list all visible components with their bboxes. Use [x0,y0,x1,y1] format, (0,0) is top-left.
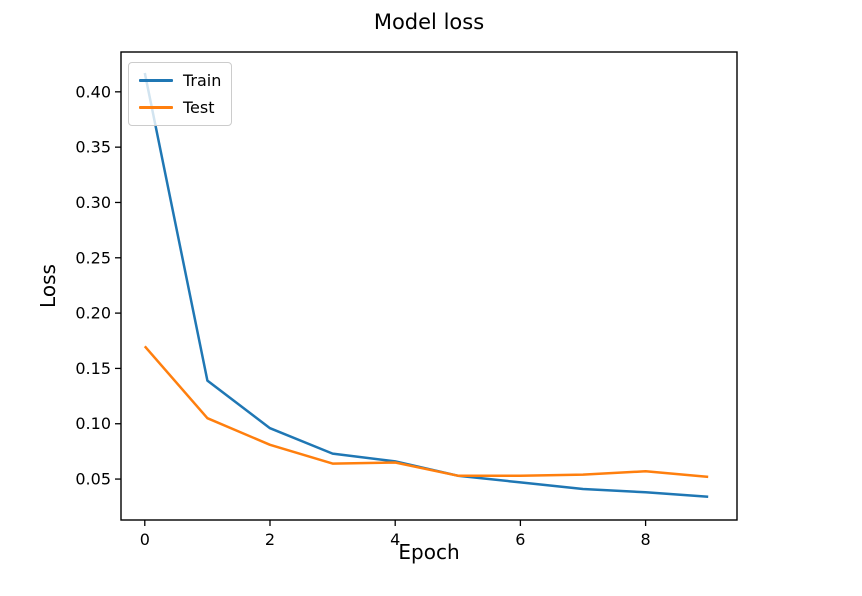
test-line [143,345,709,479]
x-axis-label: Epoch [398,540,460,564]
x-tick-label: 0 [140,530,150,549]
x-tick-label: 6 [515,530,525,549]
y-tick-label: 0.40 [75,82,111,101]
legend-label-train: Train [183,71,222,90]
y-tick-label: 0.30 [75,193,111,212]
x-tick-label: 8 [641,530,651,549]
y-tick-label: 0.25 [75,248,111,267]
axes-frame [120,51,738,521]
legend-entry-train: Train [139,71,221,90]
chart-title: Model loss [373,10,485,34]
x-tick-label: 2 [265,530,275,549]
y-tick-label: 0.05 [75,470,111,489]
y-tick-label: 0.15 [75,359,111,378]
y-tick-label: 0.35 [75,138,111,157]
legend: Train Test [128,62,233,127]
y-tick-label: 0.10 [75,414,111,433]
legend-entry-test: Test [139,98,221,117]
x-tick-label: 4 [390,530,400,549]
train-line-swatch [139,79,173,83]
test-line-swatch [139,106,173,110]
y-tick-label: 0.20 [75,304,111,323]
train-line [143,72,709,499]
legend-label-test: Test [183,98,215,118]
y-axis-label: Loss [36,264,60,308]
